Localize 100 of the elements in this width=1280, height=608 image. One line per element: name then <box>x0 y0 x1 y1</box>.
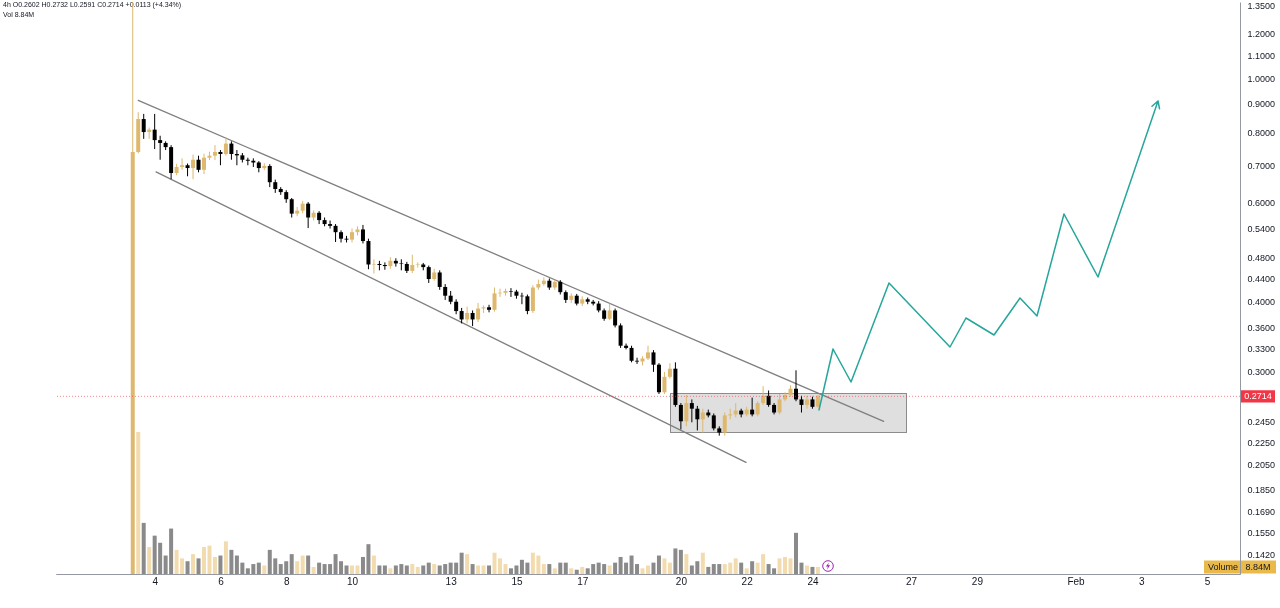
y-tick-label: 0.1550 <box>1247 528 1276 539</box>
bar <box>141 522 146 574</box>
candlestick <box>684 394 689 427</box>
y-tick-label: 0.4000 <box>1247 297 1276 308</box>
bar <box>651 562 656 574</box>
x-tick-label: 6 <box>218 575 225 587</box>
text: 8.84M <box>1245 561 1271 572</box>
bar <box>574 569 579 574</box>
x-tick-label: 10 <box>346 575 359 587</box>
x-tick-label: 22 <box>741 575 754 587</box>
candlestick <box>399 258 404 271</box>
bar <box>185 561 190 574</box>
bar <box>306 555 311 574</box>
candlestick <box>635 357 640 365</box>
bar <box>300 555 305 574</box>
bar <box>569 568 574 574</box>
x-tick-label: 20 <box>675 575 688 587</box>
x-tick-label: 3 <box>1139 575 1146 587</box>
bar <box>377 565 382 574</box>
candlestick <box>152 113 157 150</box>
y-tick-label: 0.9000 <box>1247 99 1276 110</box>
bar <box>262 565 267 574</box>
y-tick-label: 1.3500 <box>1247 0 1276 11</box>
candlestick <box>646 345 650 361</box>
bar <box>218 555 223 574</box>
candlestick <box>722 412 727 437</box>
bar <box>750 561 755 574</box>
y-tick-label: 0.4400 <box>1247 273 1276 284</box>
bar <box>706 566 711 574</box>
bar <box>470 564 475 574</box>
bar <box>673 548 678 574</box>
candlestick <box>508 287 513 298</box>
candlestick <box>492 287 497 313</box>
candlestick <box>525 294 530 315</box>
candlestick <box>689 398 694 423</box>
bar <box>613 562 618 574</box>
x-tick-label: 8 <box>283 575 290 587</box>
y-tick-label: 0.1690 <box>1247 507 1276 518</box>
y-tick-label: 0.3600 <box>1247 322 1276 333</box>
candlestick <box>158 135 163 161</box>
candlestick <box>229 140 234 161</box>
candlestick <box>415 261 420 269</box>
y-tick-label: 1.1000 <box>1247 50 1276 61</box>
bar <box>295 561 300 574</box>
candlestick <box>437 269 442 291</box>
bar <box>804 565 809 574</box>
bar <box>382 565 387 574</box>
bar <box>410 564 415 574</box>
candlestick <box>530 284 535 314</box>
bar <box>256 562 261 574</box>
candlestick <box>245 157 250 166</box>
y-tick-label: 1.0000 <box>1247 73 1276 84</box>
bar <box>788 558 793 574</box>
candlestick <box>202 153 206 175</box>
y-tick-label: 1.2000 <box>1247 29 1276 40</box>
x-tick-label: 24 <box>807 575 819 587</box>
bar <box>552 568 557 574</box>
bar <box>388 568 393 574</box>
bar <box>739 562 744 574</box>
y-tick-label: 0.5400 <box>1247 224 1276 235</box>
candlestick <box>662 371 667 395</box>
bar <box>459 552 464 574</box>
candlestick <box>317 210 322 225</box>
y-tick-label: 0.1420 <box>1247 549 1276 560</box>
bar <box>212 556 217 574</box>
y-tick-label: 0.8000 <box>1247 128 1276 139</box>
bar <box>371 555 376 574</box>
candlestick <box>761 385 766 406</box>
bar <box>678 549 683 574</box>
y-tick-label: 0.7000 <box>1247 160 1276 171</box>
candlestick <box>191 154 196 180</box>
candlestick <box>613 308 618 328</box>
candlestick <box>289 197 294 218</box>
candlestick <box>410 254 415 274</box>
candlestick <box>777 393 782 415</box>
bar <box>317 562 322 574</box>
x-tick-label: 13 <box>445 575 458 587</box>
bar <box>667 562 672 574</box>
bar <box>415 566 420 574</box>
candlestick <box>267 163 272 188</box>
x-tick-label: 15 <box>511 575 523 587</box>
candlestick <box>487 304 492 313</box>
bar <box>547 564 552 574</box>
candlestick <box>695 405 700 431</box>
candlestick <box>366 238 371 270</box>
candlestick <box>382 261 387 271</box>
bar <box>656 555 661 574</box>
bar <box>487 565 492 574</box>
bar <box>662 558 667 574</box>
bar <box>404 565 409 574</box>
y-tick-label: 0.2450 <box>1247 416 1276 427</box>
candlestick <box>306 201 311 229</box>
bar <box>700 552 705 574</box>
bar <box>465 554 470 574</box>
y-tick-label: 0.2250 <box>1247 437 1276 448</box>
bar <box>744 568 749 574</box>
y-tick-label: 0.6000 <box>1247 198 1276 209</box>
bar <box>421 565 426 574</box>
x-tick-label: 17 <box>577 575 589 587</box>
bar <box>481 565 486 574</box>
